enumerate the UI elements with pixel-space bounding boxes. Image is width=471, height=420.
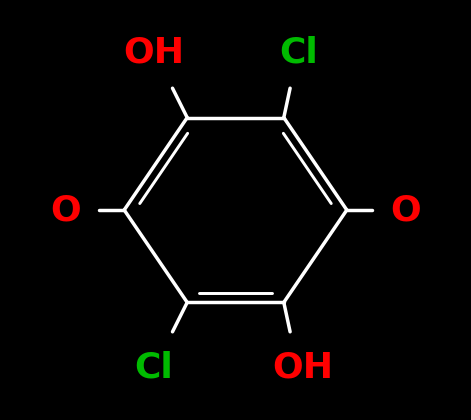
- Text: O: O: [50, 193, 81, 227]
- Text: O: O: [390, 193, 421, 227]
- Text: OH: OH: [123, 36, 184, 69]
- Text: Cl: Cl: [134, 351, 173, 384]
- Text: Cl: Cl: [279, 36, 318, 69]
- Text: OH: OH: [272, 351, 333, 384]
